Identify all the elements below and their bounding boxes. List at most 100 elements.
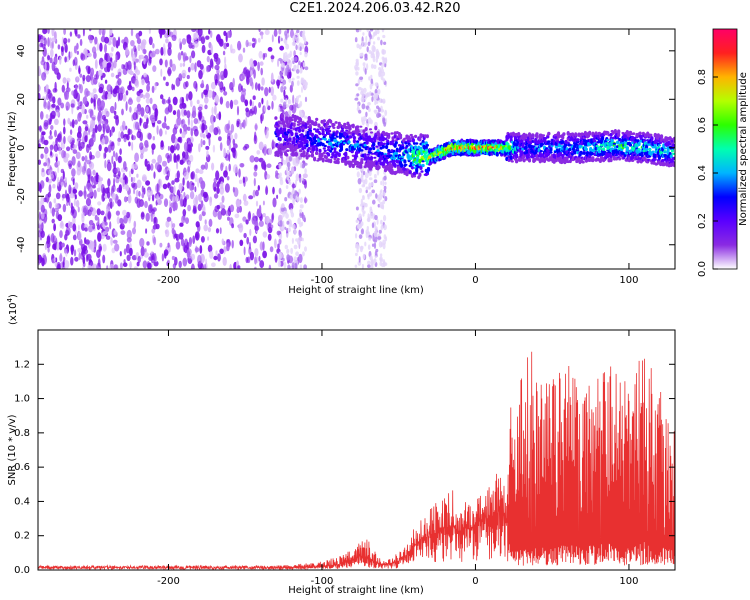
noise-speckle bbox=[215, 250, 218, 256]
ridge-cell bbox=[315, 117, 319, 121]
noise-speckle bbox=[241, 85, 243, 91]
noise-speckle bbox=[279, 45, 285, 51]
noise-speckle bbox=[368, 108, 371, 112]
noise-speckle bbox=[79, 38, 83, 47]
noise-speckle bbox=[253, 69, 256, 79]
noise-speckle bbox=[45, 84, 49, 90]
noise-speckle bbox=[59, 230, 63, 239]
noise-speckle bbox=[243, 232, 247, 239]
noise-speckle bbox=[141, 39, 147, 46]
noise-speckle bbox=[260, 86, 264, 91]
noise-speckle bbox=[150, 212, 154, 223]
noise-speckle bbox=[229, 82, 234, 91]
noise-speckle bbox=[85, 197, 92, 207]
noise-speckle bbox=[157, 154, 163, 164]
noise-speckle bbox=[55, 156, 58, 163]
noise-speckle bbox=[284, 51, 288, 58]
noise-speckle bbox=[302, 62, 306, 68]
noise-speckle bbox=[104, 146, 109, 153]
noise-speckle bbox=[354, 97, 359, 101]
noise-speckle bbox=[148, 256, 153, 261]
noise-speckle bbox=[98, 243, 102, 253]
noise-speckle bbox=[380, 224, 383, 231]
noise-speckle bbox=[254, 266, 257, 269]
noise-speckle bbox=[51, 103, 56, 108]
ridge-cell bbox=[316, 128, 320, 131]
ridge-cell bbox=[327, 152, 331, 157]
ridge-cell bbox=[327, 127, 331, 130]
noise-speckle bbox=[383, 185, 387, 191]
noise-speckle bbox=[140, 153, 144, 160]
noise-speckle bbox=[66, 193, 70, 199]
ridge-cell bbox=[385, 144, 389, 150]
ridge-cell bbox=[369, 156, 374, 161]
noise-speckle bbox=[286, 64, 290, 70]
noise-speckle bbox=[355, 83, 359, 87]
noise-speckle bbox=[43, 162, 47, 167]
noise-speckle bbox=[357, 178, 362, 185]
ridge-cell bbox=[653, 158, 657, 161]
noise-speckle bbox=[378, 70, 382, 78]
noise-speckle bbox=[86, 159, 92, 165]
noise-speckle bbox=[85, 75, 91, 83]
noise-speckle bbox=[57, 44, 61, 50]
ridge-cell bbox=[328, 129, 332, 133]
noise-speckle bbox=[280, 77, 283, 83]
noise-speckle bbox=[215, 170, 220, 181]
noise-speckle bbox=[152, 136, 155, 141]
noise-speckle bbox=[137, 255, 141, 264]
noise-speckle bbox=[226, 176, 230, 181]
noise-speckle bbox=[86, 253, 92, 261]
noise-speckle bbox=[69, 129, 73, 136]
ridge-cell bbox=[294, 132, 298, 136]
noise-speckle bbox=[151, 228, 156, 234]
ridge-cell bbox=[542, 158, 547, 164]
noise-speckle bbox=[62, 170, 65, 180]
noise-speckle bbox=[304, 168, 307, 174]
noise-speckle bbox=[113, 229, 117, 236]
noise-speckle bbox=[176, 143, 180, 151]
noise-speckle bbox=[209, 58, 214, 68]
noise-speckle bbox=[195, 83, 198, 92]
ridge-cell bbox=[324, 155, 328, 160]
noise-speckle bbox=[205, 145, 210, 150]
noise-speckle bbox=[225, 100, 230, 109]
ridge-cell bbox=[448, 141, 452, 145]
noise-speckle bbox=[104, 43, 107, 54]
noise-speckle bbox=[150, 114, 156, 123]
ridge-cell bbox=[535, 153, 539, 158]
noise-speckle bbox=[298, 255, 303, 261]
noise-speckle bbox=[166, 170, 170, 178]
noise-speckle bbox=[68, 196, 71, 206]
noise-speckle bbox=[55, 192, 61, 200]
noise-speckle bbox=[226, 30, 232, 38]
noise-speckle bbox=[42, 96, 46, 101]
ridge-cell bbox=[584, 147, 589, 152]
noise-speckle bbox=[104, 221, 108, 226]
noise-speckle bbox=[262, 213, 266, 218]
noise-speckle bbox=[145, 106, 149, 113]
ridge-cell bbox=[612, 142, 617, 145]
noise-speckle bbox=[125, 125, 128, 130]
ridge-cell bbox=[335, 135, 339, 138]
noise-speckle bbox=[258, 102, 262, 108]
noise-speckle bbox=[284, 244, 288, 250]
noise-speckle bbox=[71, 119, 75, 129]
noise-speckle bbox=[228, 163, 231, 172]
noise-speckle bbox=[205, 65, 210, 73]
noise-speckle bbox=[294, 190, 298, 196]
ridge-cell bbox=[426, 168, 431, 171]
noise-speckle bbox=[114, 85, 119, 90]
noise-speckle bbox=[355, 29, 360, 33]
noise-speckle bbox=[76, 50, 80, 55]
noise-speckle bbox=[91, 46, 97, 54]
noise-speckle bbox=[197, 29, 203, 37]
noise-speckle bbox=[249, 155, 255, 163]
ridge-cell bbox=[368, 147, 373, 151]
ridge-cell bbox=[387, 136, 391, 139]
noise-speckle bbox=[69, 193, 75, 199]
noise-speckle bbox=[356, 223, 361, 230]
noise-speckle bbox=[122, 120, 126, 131]
noise-speckle bbox=[249, 228, 252, 236]
noise-speckle bbox=[201, 119, 207, 126]
